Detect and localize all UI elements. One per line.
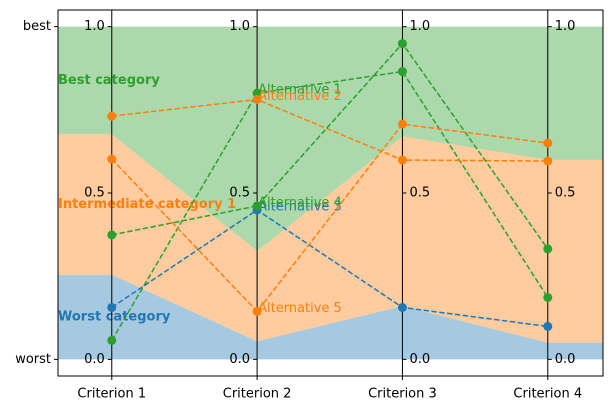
alternative-point — [397, 39, 407, 49]
y-tick-label: best — [23, 19, 51, 34]
axis-tick-label: 0.0 — [555, 352, 576, 367]
axis-tick-label: 0.0 — [409, 352, 430, 367]
axis-tick-label: 1.0 — [555, 19, 576, 34]
alternative-point — [107, 335, 117, 345]
alternative-point — [543, 292, 553, 302]
alternative-line — [111, 209, 548, 328]
alternative-point — [107, 230, 117, 240]
x-tick-label: Criterion 2 — [223, 387, 292, 402]
x-tick-label: Criterion 1 — [77, 387, 146, 402]
alternative-point — [397, 155, 407, 165]
alternative-line — [111, 70, 549, 341]
band-label: Intermediate category 1 — [58, 197, 236, 212]
axis-tick-label: 0.0 — [84, 352, 105, 367]
alternative-line — [111, 123, 548, 313]
axis-tick-label: 0.5 — [555, 186, 576, 201]
band-label: Best category — [58, 73, 160, 88]
alternative-point — [107, 111, 117, 121]
x-tick-label: Criterion 4 — [513, 387, 582, 402]
alternative-point — [107, 302, 117, 312]
alternative-label: Alternative 4 — [258, 195, 342, 210]
alternative-point — [397, 67, 407, 77]
axis-tick-label: 0.5 — [84, 186, 105, 201]
axis-tick-label: 0.5 — [409, 186, 430, 201]
axis-tick-label: 0.0 — [229, 352, 250, 367]
alternative-point — [252, 88, 262, 98]
axis-tick-label: 1.0 — [84, 19, 105, 34]
alternative-line — [111, 98, 548, 162]
alternative-label: Alternative 5 — [258, 301, 342, 316]
alternative-point — [252, 95, 262, 105]
alternative-point — [397, 119, 407, 129]
band-label: Worst category — [58, 310, 171, 325]
category-band — [58, 26, 603, 251]
alternative-line — [111, 42, 549, 250]
axis-tick-label: 1.0 — [229, 19, 250, 34]
x-tick-label: Criterion 3 — [368, 387, 437, 402]
alternative-point — [543, 156, 553, 166]
alternative-point — [107, 154, 117, 164]
category-band — [58, 274, 603, 360]
alternative-label: Alternative 1 — [258, 83, 342, 98]
alternative-label: Alternative 3 — [258, 199, 342, 214]
plot-frame — [57, 9, 604, 377]
axis-tick-label: 1.0 — [409, 19, 430, 34]
alternative-label: Alternative 2 — [258, 89, 342, 104]
axis-tick-label: 0.5 — [229, 186, 250, 201]
alternative-point — [397, 302, 407, 312]
alternative-point — [543, 138, 553, 148]
alternative-point — [543, 244, 553, 254]
alternative-point — [543, 321, 553, 331]
y-tick-label: worst — [15, 352, 51, 367]
category-band — [58, 134, 603, 343]
alternative-point — [252, 201, 262, 211]
alternative-point — [252, 306, 262, 316]
